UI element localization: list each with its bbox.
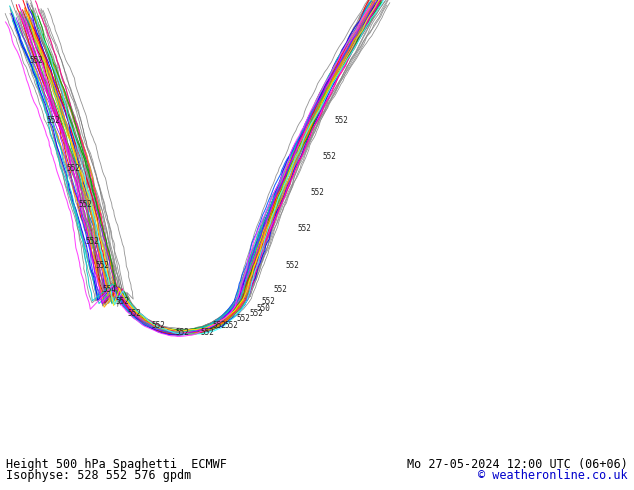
Text: Height 500 hPa Spaghetti  ECMWF: Height 500 hPa Spaghetti ECMWF	[6, 458, 227, 471]
Text: © weatheronline.co.uk: © weatheronline.co.uk	[478, 469, 628, 482]
Text: Isophyse: 528 552 576 gpdm: Isophyse: 528 552 576 gpdm	[6, 469, 191, 482]
Text: 552: 552	[310, 188, 324, 197]
Text: 552: 552	[224, 321, 238, 330]
Text: 552: 552	[273, 285, 287, 294]
Text: Mo 27-05-2024 12:00 UTC (06+06): Mo 27-05-2024 12:00 UTC (06+06)	[407, 458, 628, 471]
Text: 552: 552	[96, 261, 109, 270]
Text: 552: 552	[86, 237, 100, 245]
Text: 552: 552	[322, 152, 336, 161]
Text: 552: 552	[212, 321, 226, 330]
Text: 552: 552	[249, 309, 263, 318]
Text: 554: 554	[103, 285, 117, 294]
Text: 552: 552	[286, 261, 299, 270]
Text: 552: 552	[66, 164, 80, 173]
Text: 552: 552	[176, 328, 190, 337]
Text: 552: 552	[200, 328, 214, 337]
Text: 552: 552	[261, 297, 275, 306]
Text: 552: 552	[79, 200, 93, 209]
Text: 552: 552	[298, 224, 312, 233]
Text: 552: 552	[335, 116, 348, 125]
Text: 552: 552	[30, 56, 44, 65]
Text: 552: 552	[115, 297, 129, 306]
Text: 552: 552	[152, 321, 165, 330]
Text: 552: 552	[237, 314, 251, 322]
Text: 552: 552	[127, 309, 141, 318]
Text: 550: 550	[256, 304, 270, 313]
Text: 552: 552	[47, 116, 61, 125]
